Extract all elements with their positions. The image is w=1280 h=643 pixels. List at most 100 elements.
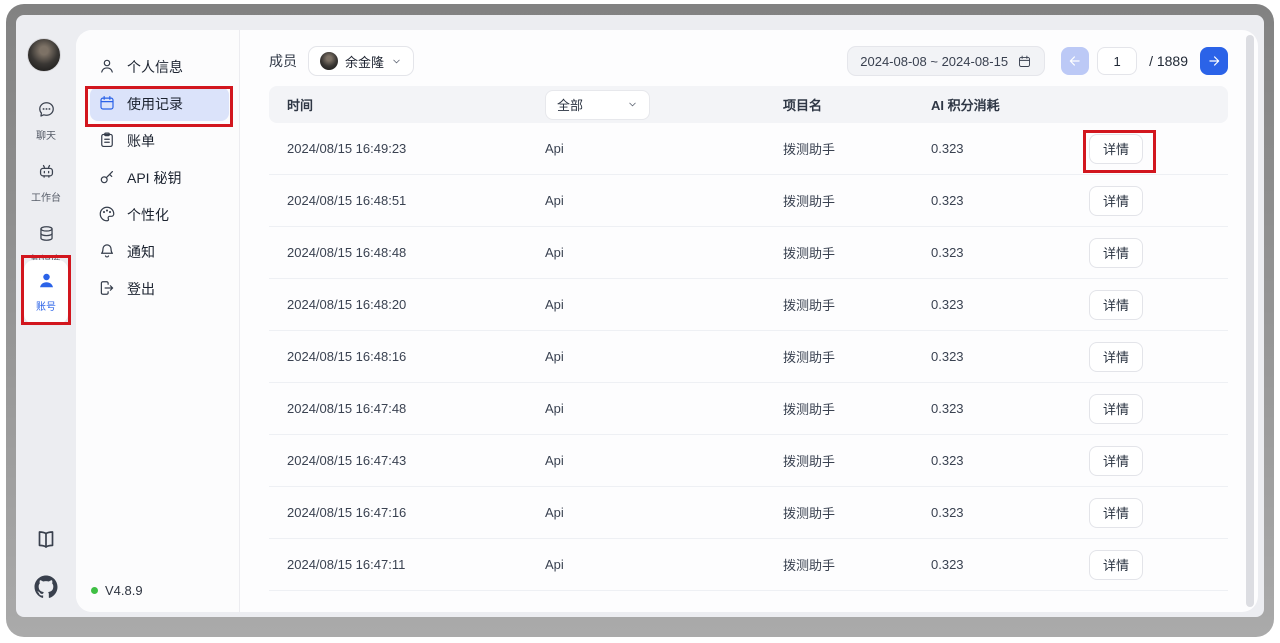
date-range-button[interactable]: 2024-08-08 ~ 2024-08-15 [847, 46, 1046, 76]
key-icon [98, 168, 116, 189]
cell-credits: 0.323 [931, 505, 964, 520]
sidebar-item-api-keys[interactable]: API 秘钥 [90, 161, 229, 195]
window-frame: 聊天 工作台 知识库 [6, 4, 1274, 637]
github-icon[interactable] [34, 575, 58, 599]
rail-item-label: 工作台 [31, 193, 61, 204]
clipboard-icon [98, 131, 116, 152]
member-label: 成员 [269, 53, 297, 69]
cell-project: 拨测助手 [783, 558, 836, 573]
table-row: 2024/08/15 16:47:16 Api 拨测助手 0.323 详情 [269, 487, 1228, 539]
chevron-down-icon [629, 102, 636, 107]
member-name: 余金隆 [345, 54, 385, 70]
table-row: 2024/08/15 16:48:51 Api 拨测助手 0.323 详情 [269, 175, 1228, 227]
calendar-icon [98, 94, 116, 115]
type-filter-select[interactable]: 全部 [545, 89, 650, 120]
calendar-icon [1019, 55, 1031, 67]
cell-time: 2024/08/15 16:47:11 [287, 557, 406, 572]
cell-project: 拨测助手 [783, 350, 836, 365]
cell-time: 2024/08/15 16:47:16 [287, 505, 407, 520]
logout-icon [98, 279, 116, 300]
cell-project: 拨测助手 [783, 454, 836, 469]
person-icon [98, 57, 116, 78]
detail-button[interactable]: 详情 [1088, 549, 1143, 580]
status-dot [91, 587, 98, 594]
toolbar-right: 2024-08-08 ~ 2024-08-15 / 1889 [847, 46, 1228, 76]
cell-type: Api [545, 141, 564, 156]
scrollbar[interactable] [1246, 35, 1254, 607]
arrow-left-icon [1069, 56, 1080, 66]
member-select[interactable]: 余金隆 [308, 46, 415, 76]
docs-book-icon[interactable] [34, 528, 58, 552]
sidebar-item-label: 通知 [127, 244, 155, 260]
detail-button[interactable]: 详情 [1088, 237, 1143, 268]
column-header-type: 全部 [545, 89, 783, 120]
table-row: 2024/08/15 16:48:16 Api 拨测助手 0.323 详情 [269, 331, 1228, 383]
cell-time: 2024/08/15 16:48:20 [287, 297, 407, 312]
next-page-button[interactable] [1200, 47, 1228, 75]
table-header: 时间 全部 项目名 AI 积分消耗 [269, 86, 1228, 123]
cell-project: 拨测助手 [783, 194, 836, 209]
page-total: / 1889 [1149, 53, 1188, 69]
cell-time: 2024/08/15 16:47:43 [287, 453, 407, 468]
cell-type: Api [545, 453, 564, 468]
sidebar-item-usage-records[interactable]: 使用记录 [90, 87, 229, 121]
cell-credits: 0.323 [931, 141, 964, 156]
rail-item-account[interactable]: 账号 [24, 260, 68, 324]
filter-value: 全部 [557, 98, 584, 113]
cell-time: 2024/08/15 16:48:16 [287, 349, 407, 364]
column-header-time: 时间 [287, 98, 314, 113]
database-icon [37, 224, 56, 248]
sidebar-item-logout[interactable]: 登出 [90, 272, 229, 306]
detail-button[interactable]: 详情 [1088, 133, 1143, 164]
column-header-credits: AI 积分消耗 [931, 98, 1000, 113]
arrow-right-icon [1209, 56, 1220, 66]
detail-button[interactable]: 详情 [1088, 497, 1143, 528]
sidebar-item-label: 个性化 [127, 207, 169, 223]
cell-time: 2024/08/15 16:49:23 [287, 141, 407, 156]
cell-time: 2024/08/15 16:48:48 [287, 245, 407, 260]
table-row: 2024/08/15 16:48:48 Api 拨测助手 0.323 详情 [269, 227, 1228, 279]
cell-credits: 0.323 [931, 401, 964, 416]
prev-page-button[interactable] [1061, 47, 1090, 75]
cell-time: 2024/08/15 16:48:51 [287, 193, 407, 208]
page-input[interactable] [1097, 47, 1138, 75]
sidebar-item-notifications[interactable]: 通知 [90, 235, 229, 269]
cell-type: Api [545, 505, 564, 520]
table-row: 2024/08/15 16:49:23 Api 拨测助手 0.323 详情 [269, 123, 1228, 175]
rail-item-label: 聊天 [36, 131, 56, 142]
rail-item-chat[interactable]: 聊天 [16, 100, 76, 142]
detail-button[interactable]: 详情 [1088, 341, 1143, 372]
table-row: 2024/08/15 16:47:11 Api 拨测助手 0.323 详情 [269, 539, 1228, 591]
cell-type: Api [545, 557, 564, 572]
detail-button[interactable]: 详情 [1088, 185, 1143, 216]
cell-type: Api [545, 349, 564, 364]
cell-project: 拨测助手 [783, 402, 836, 417]
sidebar-item-profile[interactable]: 个人信息 [90, 50, 229, 84]
detail-button[interactable]: 详情 [1088, 445, 1143, 476]
table-body: 2024/08/15 16:49:23 Api 拨测助手 0.323 详情 20… [269, 123, 1228, 591]
cell-credits: 0.323 [931, 193, 964, 208]
cell-project: 拨测助手 [783, 298, 836, 313]
content-card: 个人信息 使用记录 账单 API 秘钥 [76, 30, 1258, 612]
cell-credits: 0.323 [931, 245, 964, 260]
table-row: 2024/08/15 16:47:43 Api 拨测助手 0.323 详情 [269, 435, 1228, 487]
sidebar-item-label: 登出 [127, 281, 155, 297]
column-header-project: 项目名 [783, 98, 823, 113]
settings-sidebar: 个人信息 使用记录 账单 API 秘钥 [76, 30, 240, 612]
cell-type: Api [545, 401, 564, 416]
cell-project: 拨测助手 [783, 142, 836, 157]
user-avatar[interactable] [27, 38, 61, 72]
sidebar-item-label: 使用记录 [127, 96, 183, 112]
rail-item-workbench[interactable]: 工作台 [16, 162, 76, 204]
sidebar-item-billing[interactable]: 账单 [90, 124, 229, 158]
detail-button[interactable]: 详情 [1088, 393, 1143, 424]
table-row: 2024/08/15 16:48:20 Api 拨测助手 0.323 详情 [269, 279, 1228, 331]
detail-button[interactable]: 详情 [1088, 289, 1143, 320]
sidebar-item-label: 个人信息 [127, 59, 183, 75]
palette-icon [98, 205, 116, 226]
usage-records-panel: 成员 余金隆 2024-08-08 ~ 2024-08-15 [241, 30, 1258, 612]
sidebar-item-personalization[interactable]: 个性化 [90, 198, 229, 232]
cell-credits: 0.323 [931, 297, 964, 312]
version-indicator: V4.8.9 [91, 583, 143, 598]
